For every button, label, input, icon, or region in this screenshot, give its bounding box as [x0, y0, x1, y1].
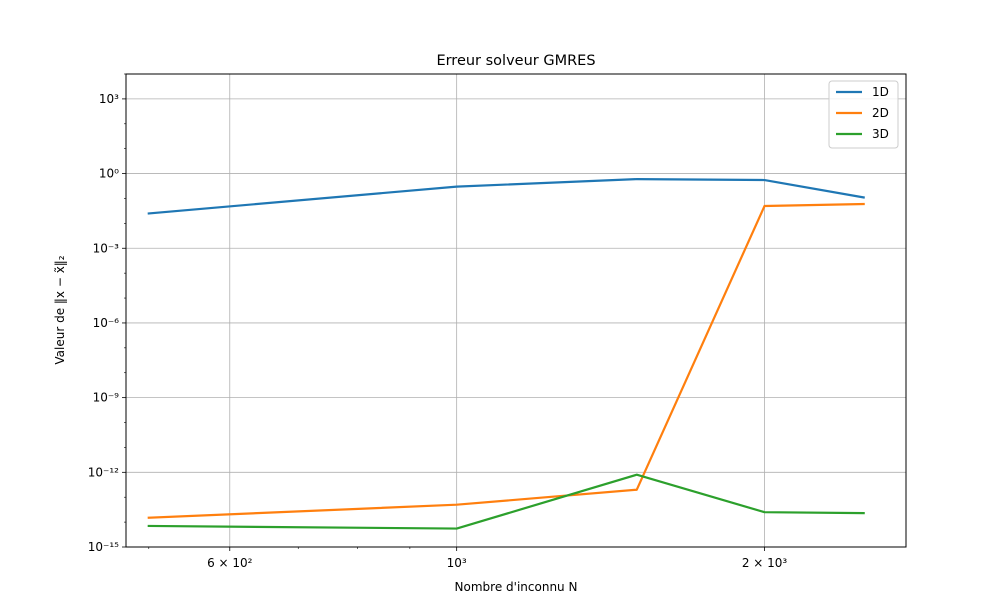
plot-frame [125, 73, 907, 548]
y-axis-title: Valeur de ‖x − x̃‖₂ [53, 255, 67, 364]
series-line-1D [147, 178, 865, 215]
x-tick-label: 6 × 10² [207, 556, 253, 570]
y-tick-label: 10⁰ [99, 167, 119, 181]
series-line-2D [147, 202, 865, 519]
legend: 1D 2D 3D [828, 80, 899, 149]
x-tick-label: 10³ [447, 556, 467, 570]
x-axis-title: Nombre d'inconnu N [455, 580, 578, 594]
legend-label-1D: 1D [872, 85, 889, 99]
series-line-3D [147, 473, 865, 530]
x-tick-label: 2 × 10³ [742, 556, 788, 570]
y-tick-label: 10⁻⁶ [93, 316, 120, 330]
legend-label-2D: 2D [872, 106, 889, 120]
y-tick-label: 10⁻¹² [88, 465, 119, 479]
grid [126, 74, 906, 547]
y-tick-label: 10⁻¹⁵ [88, 540, 119, 554]
y-tick-label: 10⁻³ [93, 241, 120, 255]
chart-title: Erreur solveur GMRES [436, 53, 595, 69]
y-tick-label: 10⁻⁹ [93, 391, 120, 405]
y-tick-label: 10³ [99, 92, 119, 106]
x-axis-ticks: 6 × 10² 10³ 2 × 10³ [207, 547, 787, 570]
series-lines [147, 178, 865, 530]
legend-label-3D: 3D [872, 127, 889, 141]
y-axis-ticks: 10⁻¹⁵ 10⁻¹² 10⁻⁹ 10⁻⁶ 10⁻³ 10⁰ 10³ [88, 92, 126, 554]
legend-box [828, 80, 899, 149]
